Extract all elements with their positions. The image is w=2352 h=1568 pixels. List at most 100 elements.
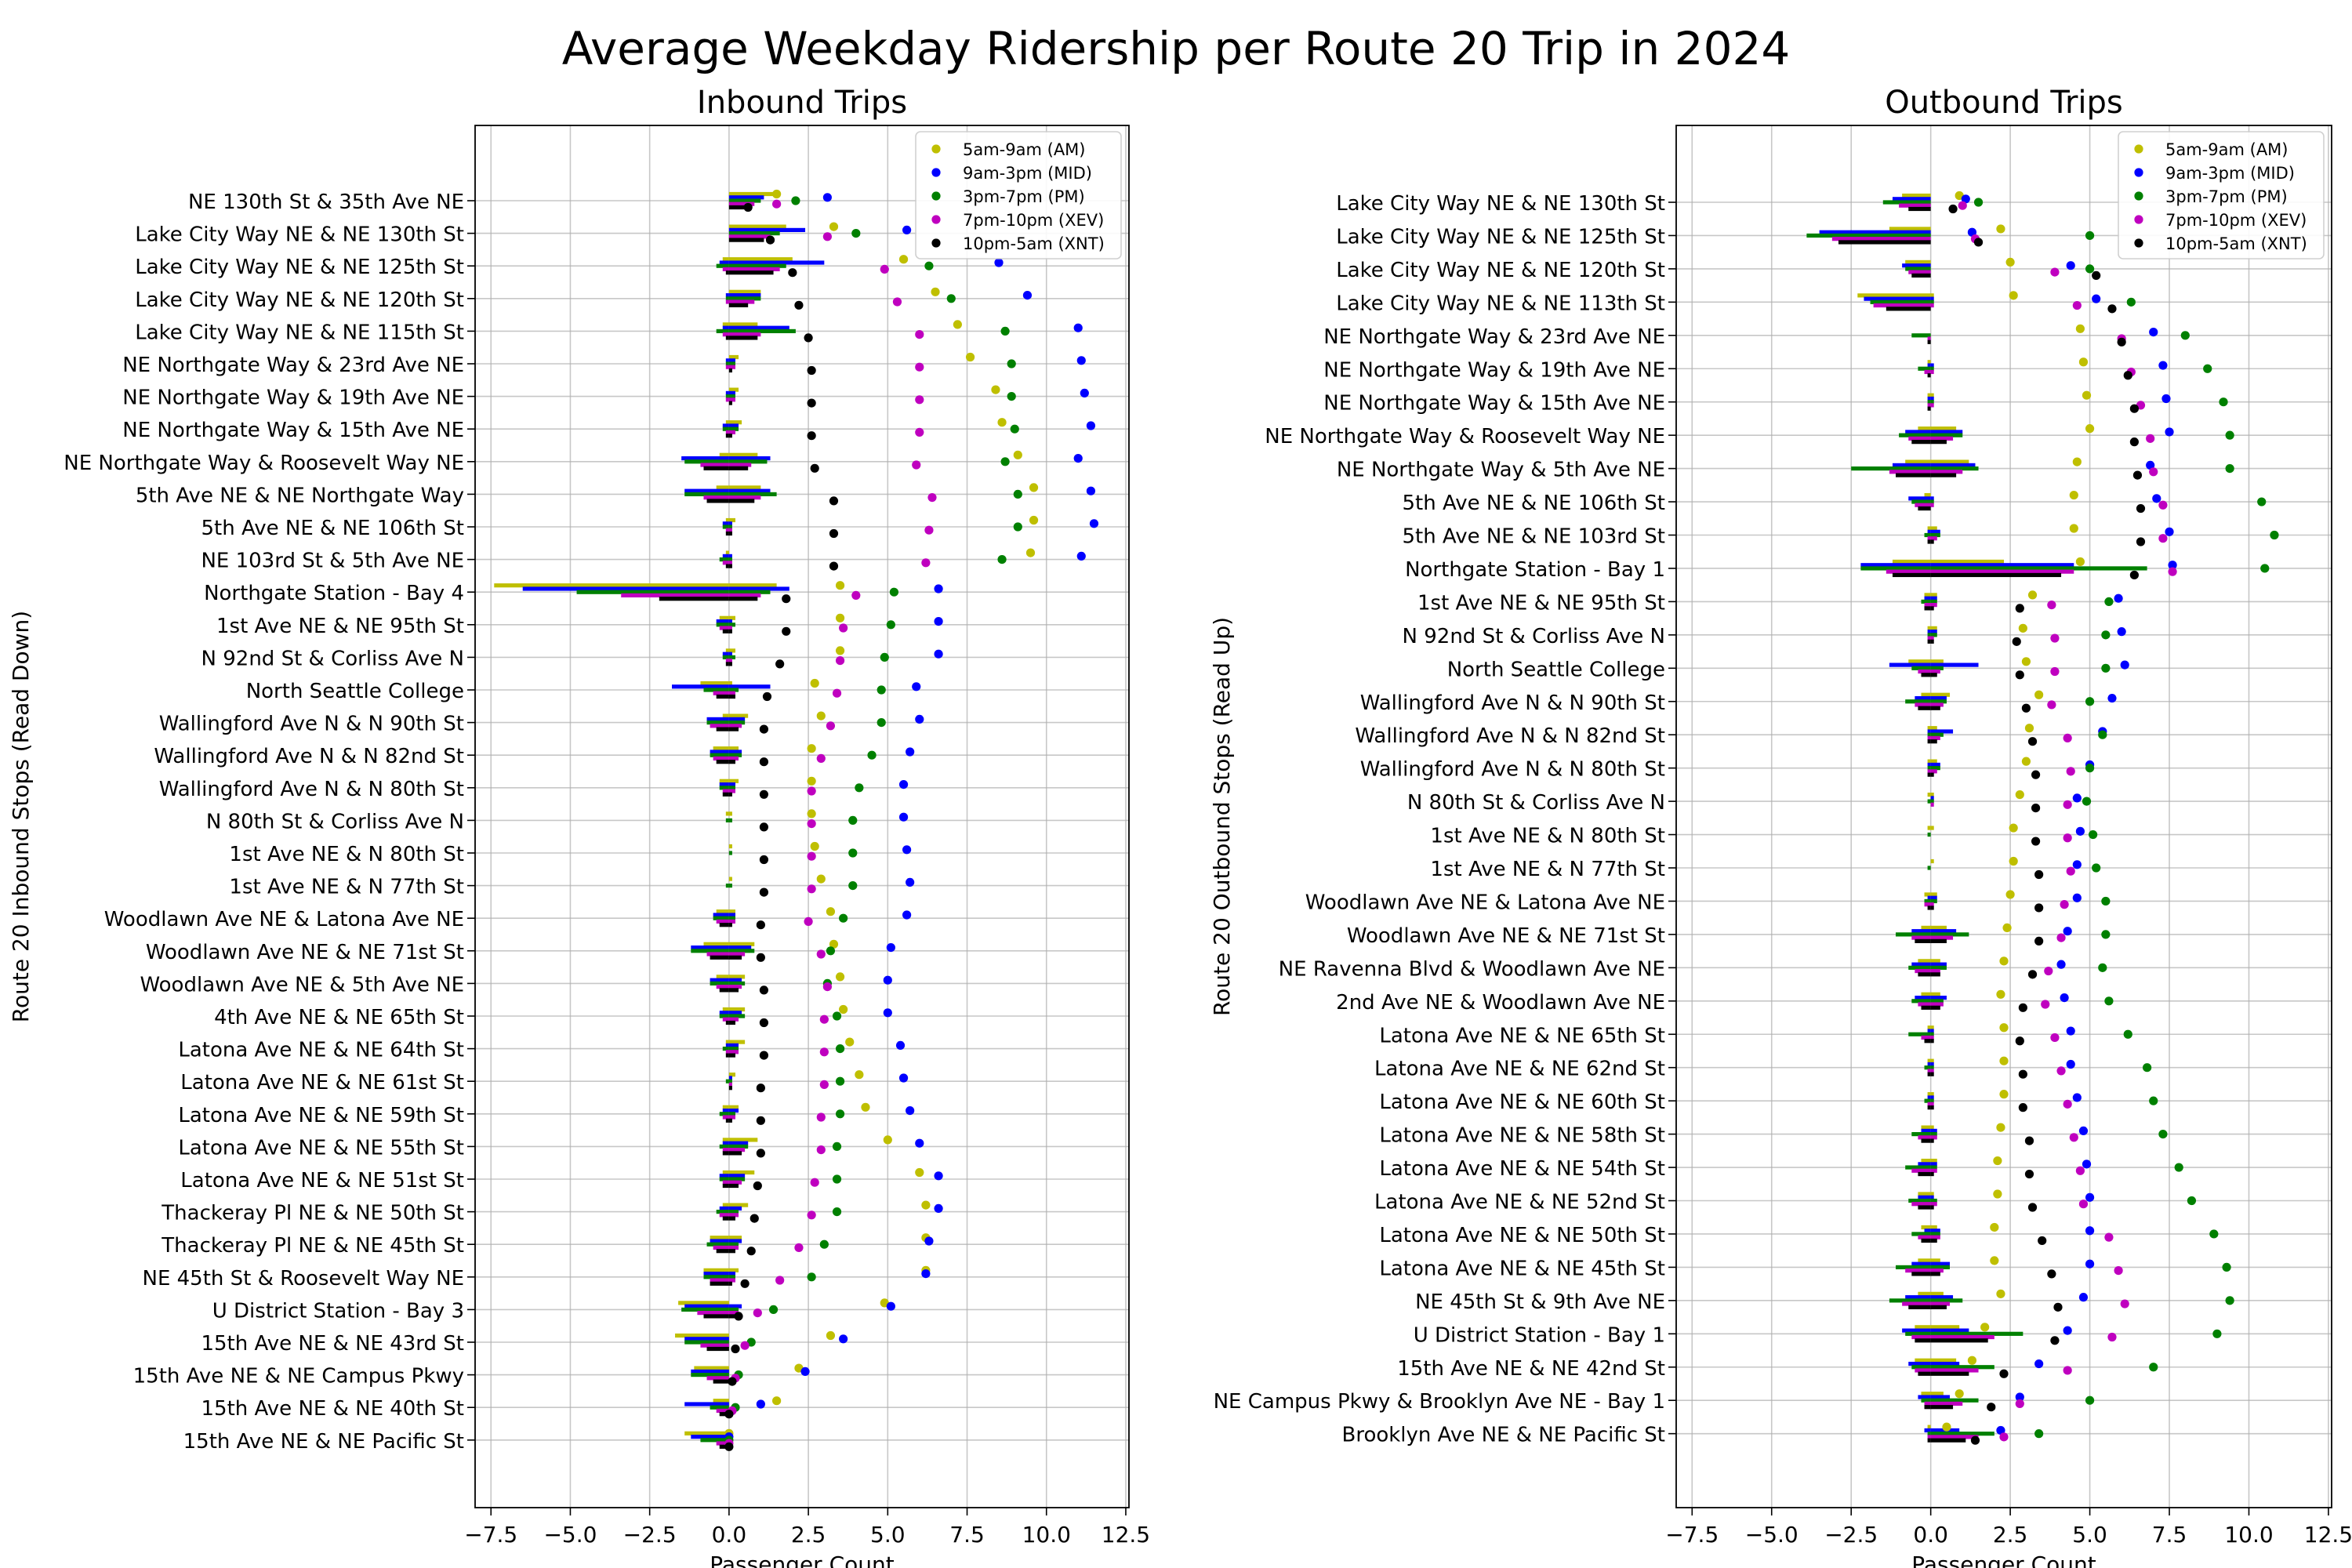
alighting-bar xyxy=(1927,630,1931,634)
load-point xyxy=(772,189,782,199)
boarding-bar xyxy=(1930,626,1937,630)
boarding-bar xyxy=(1930,1165,1937,1170)
load-point xyxy=(728,1377,737,1386)
load-point xyxy=(835,1076,845,1086)
load-point xyxy=(2050,633,2060,643)
alighting-bar xyxy=(716,760,729,764)
boarding-bar xyxy=(728,296,761,301)
boarding-bar xyxy=(728,492,777,496)
boarding-bar xyxy=(728,916,735,920)
load-point xyxy=(2136,503,2146,514)
boarding-bar xyxy=(1930,1298,1963,1303)
legend: 5am-9am (AM) 9am-3pm (MID) 3pm-7pm (PM) 7pm… xyxy=(915,131,1122,260)
alighting-bar xyxy=(713,1245,729,1250)
boarding-bar xyxy=(1930,440,1947,445)
alighting-bar xyxy=(1924,892,1931,897)
load-point xyxy=(772,1396,782,1406)
load-point xyxy=(2031,804,2041,813)
boarding-bar xyxy=(1930,1269,1944,1273)
alighting-bar xyxy=(691,1435,729,1439)
boarding-bar xyxy=(728,528,732,532)
load-point xyxy=(1961,194,1970,204)
boarding-bar xyxy=(1930,400,1934,405)
y-tick-label: NE 45th St & 9th Ave NE xyxy=(1415,1290,1665,1314)
panel-title: Outbound Trips xyxy=(1885,85,2123,121)
alighting-bar xyxy=(1921,1158,1931,1163)
boarding-bar xyxy=(728,750,742,754)
boarding-bar xyxy=(728,426,739,431)
load-point xyxy=(819,1240,829,1249)
load-point xyxy=(835,972,845,982)
x-tick-label: 2.5 xyxy=(791,1522,826,1548)
load-point xyxy=(915,362,924,372)
boarding-bar xyxy=(1930,532,1940,538)
load-point xyxy=(826,907,836,916)
y-tick-label: N 80th St & Corliss Ave N xyxy=(206,810,464,833)
boarding-bar xyxy=(728,234,771,239)
load-point xyxy=(2018,1103,2027,1112)
load-point xyxy=(2168,567,2177,576)
alighting-bar xyxy=(1924,1098,1931,1103)
boarding-bar xyxy=(1930,1301,1951,1306)
boarding-bar xyxy=(728,909,735,914)
load-point xyxy=(810,841,819,851)
alighting-bar xyxy=(1889,227,1931,231)
load-point xyxy=(822,232,832,241)
boarding-bar xyxy=(728,844,732,849)
boarding-bar xyxy=(728,401,732,405)
boarding-bar xyxy=(1930,902,1934,907)
load-point xyxy=(816,711,826,720)
boarding-bar xyxy=(1930,772,1934,777)
load-point xyxy=(934,584,943,593)
alighting-bar xyxy=(1915,1338,1931,1343)
load-point xyxy=(934,1203,943,1213)
load-point xyxy=(2149,467,2158,477)
boarding-bar xyxy=(728,1203,749,1207)
alighting-bar xyxy=(1927,1432,1931,1436)
load-point xyxy=(2024,1136,2034,1145)
alighting-bar xyxy=(1921,925,1931,930)
load-point xyxy=(2063,1326,2072,1335)
load-point xyxy=(2158,534,2168,543)
load-point xyxy=(2075,324,2085,333)
boarding-bar xyxy=(1930,636,1934,641)
load-point xyxy=(997,418,1007,427)
alighting-bar xyxy=(1911,1272,1931,1276)
alighting-bar xyxy=(1927,636,1931,641)
load-point xyxy=(2158,500,2168,510)
boarding-bar xyxy=(728,420,742,425)
boarding-bar xyxy=(728,459,768,464)
boarding-bar xyxy=(728,1148,746,1152)
alighting-bar xyxy=(716,1210,729,1214)
x-tick-label: 12.5 xyxy=(2304,1522,2352,1548)
load-point xyxy=(2075,826,2085,836)
y-tick-label: N 92nd St & Corliss Ave N xyxy=(1403,625,1665,648)
load-point xyxy=(2101,896,2111,906)
load-point xyxy=(2085,1396,2095,1405)
load-point xyxy=(1010,424,1019,434)
alighting-bar xyxy=(1851,466,1931,471)
boarding-bar xyxy=(728,913,735,917)
alighting-bar xyxy=(1927,360,1931,365)
load-point xyxy=(886,943,895,953)
load-point xyxy=(822,193,832,202)
boarding-bar xyxy=(728,325,789,330)
load-point xyxy=(902,845,912,855)
x-tick-label: 0.0 xyxy=(712,1522,747,1548)
boarding-bar xyxy=(728,619,732,624)
boarding-bar xyxy=(1930,1432,1994,1436)
alighting-bar xyxy=(725,1040,729,1044)
load-point xyxy=(724,1410,734,1419)
boarding-bar xyxy=(1930,430,1963,434)
alighting-bar xyxy=(722,652,729,656)
alighting-bar xyxy=(725,336,729,340)
alighting-bar xyxy=(710,1278,729,1283)
load-point xyxy=(2082,390,2092,400)
alighting-bar xyxy=(1911,1365,1931,1370)
alighting-bar xyxy=(1918,366,1931,371)
boarding-bar xyxy=(728,1047,739,1051)
boarding-bar xyxy=(728,629,732,633)
load-point xyxy=(1967,1356,1977,1365)
boarding-bar xyxy=(728,694,735,699)
boarding-bar xyxy=(1930,1098,1934,1103)
